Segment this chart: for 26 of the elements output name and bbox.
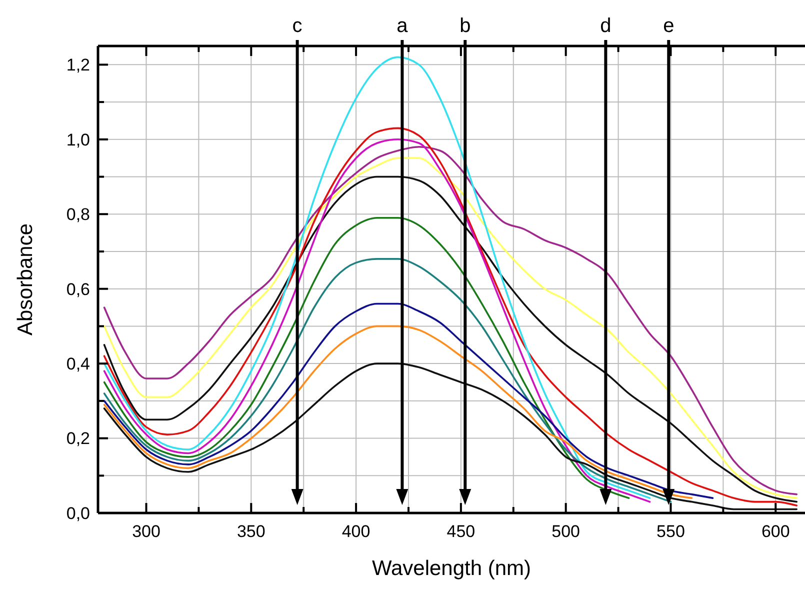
y-tick-label: 0,0 — [66, 504, 90, 523]
y-tick-label: 1,0 — [66, 130, 90, 150]
ref-line-label: b — [460, 15, 471, 37]
x-tick-label: 500 — [552, 522, 580, 541]
x-tick-label: 600 — [761, 522, 790, 541]
ref-line-label: e — [663, 15, 674, 37]
x-tick-label: 350 — [236, 522, 266, 541]
line-series — [103, 362, 798, 510]
y-tick-label: 0,8 — [66, 205, 90, 224]
line-series — [103, 56, 651, 499]
ref-line-label: d — [600, 15, 612, 37]
x-axis-title: Wavelength (nm) — [372, 557, 532, 580]
y-tick-label: 0,2 — [66, 429, 90, 448]
x-tick-label: 300 — [132, 522, 160, 541]
ref-line-label: c — [292, 15, 302, 37]
line-series — [103, 216, 630, 499]
line-series — [103, 138, 651, 503]
ref-line-label: a — [396, 15, 409, 37]
x-tick-label: 450 — [446, 522, 476, 541]
line-series — [103, 258, 672, 503]
y-tick-label: 0,6 — [66, 280, 90, 299]
y-axis-title: Absorbance — [14, 223, 37, 336]
y-tick-label: 1,2 — [66, 56, 90, 75]
y-tick-label: 0,4 — [66, 354, 90, 374]
x-tick-label: 400 — [342, 522, 370, 541]
x-tick-label: 550 — [656, 522, 685, 541]
